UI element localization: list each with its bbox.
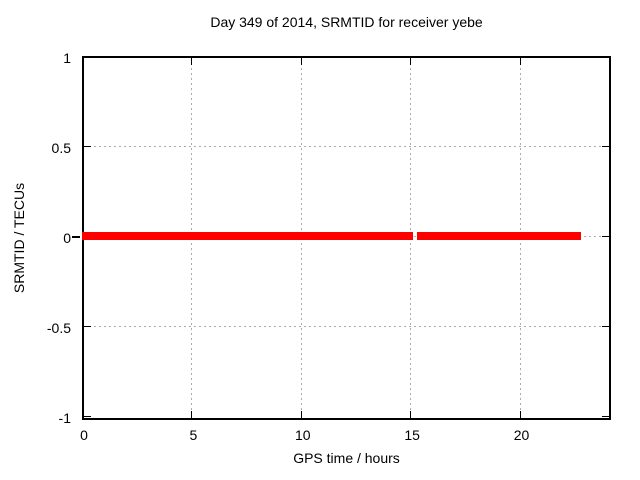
y-tick-right <box>602 56 609 57</box>
x-tick-top <box>191 58 193 65</box>
x-tick-label: 5 <box>189 427 198 443</box>
y-tick-label: -0.5 <box>46 320 71 336</box>
x-tick-bottom <box>82 411 83 418</box>
y-tick-left <box>84 146 91 147</box>
y-tick-right <box>602 236 609 237</box>
x-tick-top <box>82 58 83 65</box>
y-tick-left <box>84 416 91 417</box>
x-tick-top <box>410 58 412 65</box>
x-tick-top <box>519 58 521 65</box>
x-tick-top <box>300 58 302 65</box>
y-tick-left <box>84 56 91 57</box>
y-tick-label: 1 <box>63 50 71 66</box>
y-gridline <box>84 146 609 147</box>
y-tick-right <box>602 416 609 417</box>
x-tick-label: 10 <box>294 427 311 443</box>
x-tick-bottom <box>519 411 521 418</box>
series-line-segment <box>82 232 414 240</box>
y-tick-right <box>602 146 609 147</box>
y-gridline <box>84 326 609 327</box>
series-line-segment <box>416 232 581 240</box>
y-tick-label: 0.5 <box>51 140 71 156</box>
y-tick-left <box>84 326 91 327</box>
y-tick-right <box>602 326 609 327</box>
y-tick-label: -1 <box>58 410 71 426</box>
y-tick-label: 0 <box>63 230 71 246</box>
x-axis-title: GPS time / hours <box>293 450 400 466</box>
x-tick-bottom <box>300 411 302 418</box>
y-zero-outer-tick <box>72 236 80 238</box>
x-tick-bottom <box>191 411 193 418</box>
chart-title: Day 349 of 2014, SRMTID for receiver yeb… <box>210 14 483 30</box>
x-tick-label: 20 <box>513 427 530 443</box>
x-tick-label: 0 <box>80 427 88 443</box>
x-tick-bottom <box>410 411 412 418</box>
x-tick-label: 15 <box>404 427 420 443</box>
plot-area <box>82 56 611 420</box>
